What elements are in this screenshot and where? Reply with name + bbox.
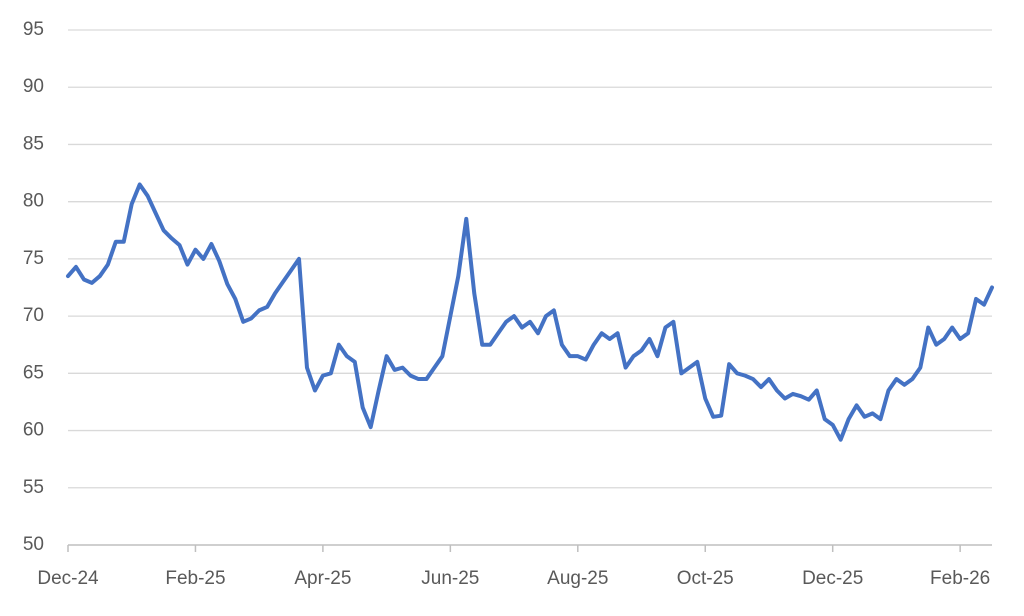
y-tick-label: 55 <box>23 477 44 498</box>
y-tick-label: 95 <box>23 19 44 40</box>
y-tick-label: 60 <box>23 420 44 441</box>
y-tick-label: 80 <box>23 191 44 212</box>
y-tick-label: 90 <box>23 76 44 97</box>
x-tick-label: Jun-25 <box>421 568 479 589</box>
x-tick-label: Feb-26 <box>930 568 990 589</box>
x-tick-label: Feb-25 <box>165 568 225 589</box>
data-line <box>66 182 994 442</box>
y-tick-label: 75 <box>23 248 44 269</box>
y-tick-label: 65 <box>23 362 44 383</box>
y-tick-label: 70 <box>23 305 44 326</box>
x-tick-label: Dec-24 <box>37 568 99 589</box>
x-tick-label: Aug-25 <box>547 568 608 589</box>
y-tick-label: 50 <box>23 534 44 555</box>
x-tick-label: Apr-25 <box>294 568 351 589</box>
x-tick-label: Dec-25 <box>802 568 863 589</box>
y-tick-label: 85 <box>23 133 44 154</box>
x-tick-label: Oct-25 <box>677 568 734 589</box>
